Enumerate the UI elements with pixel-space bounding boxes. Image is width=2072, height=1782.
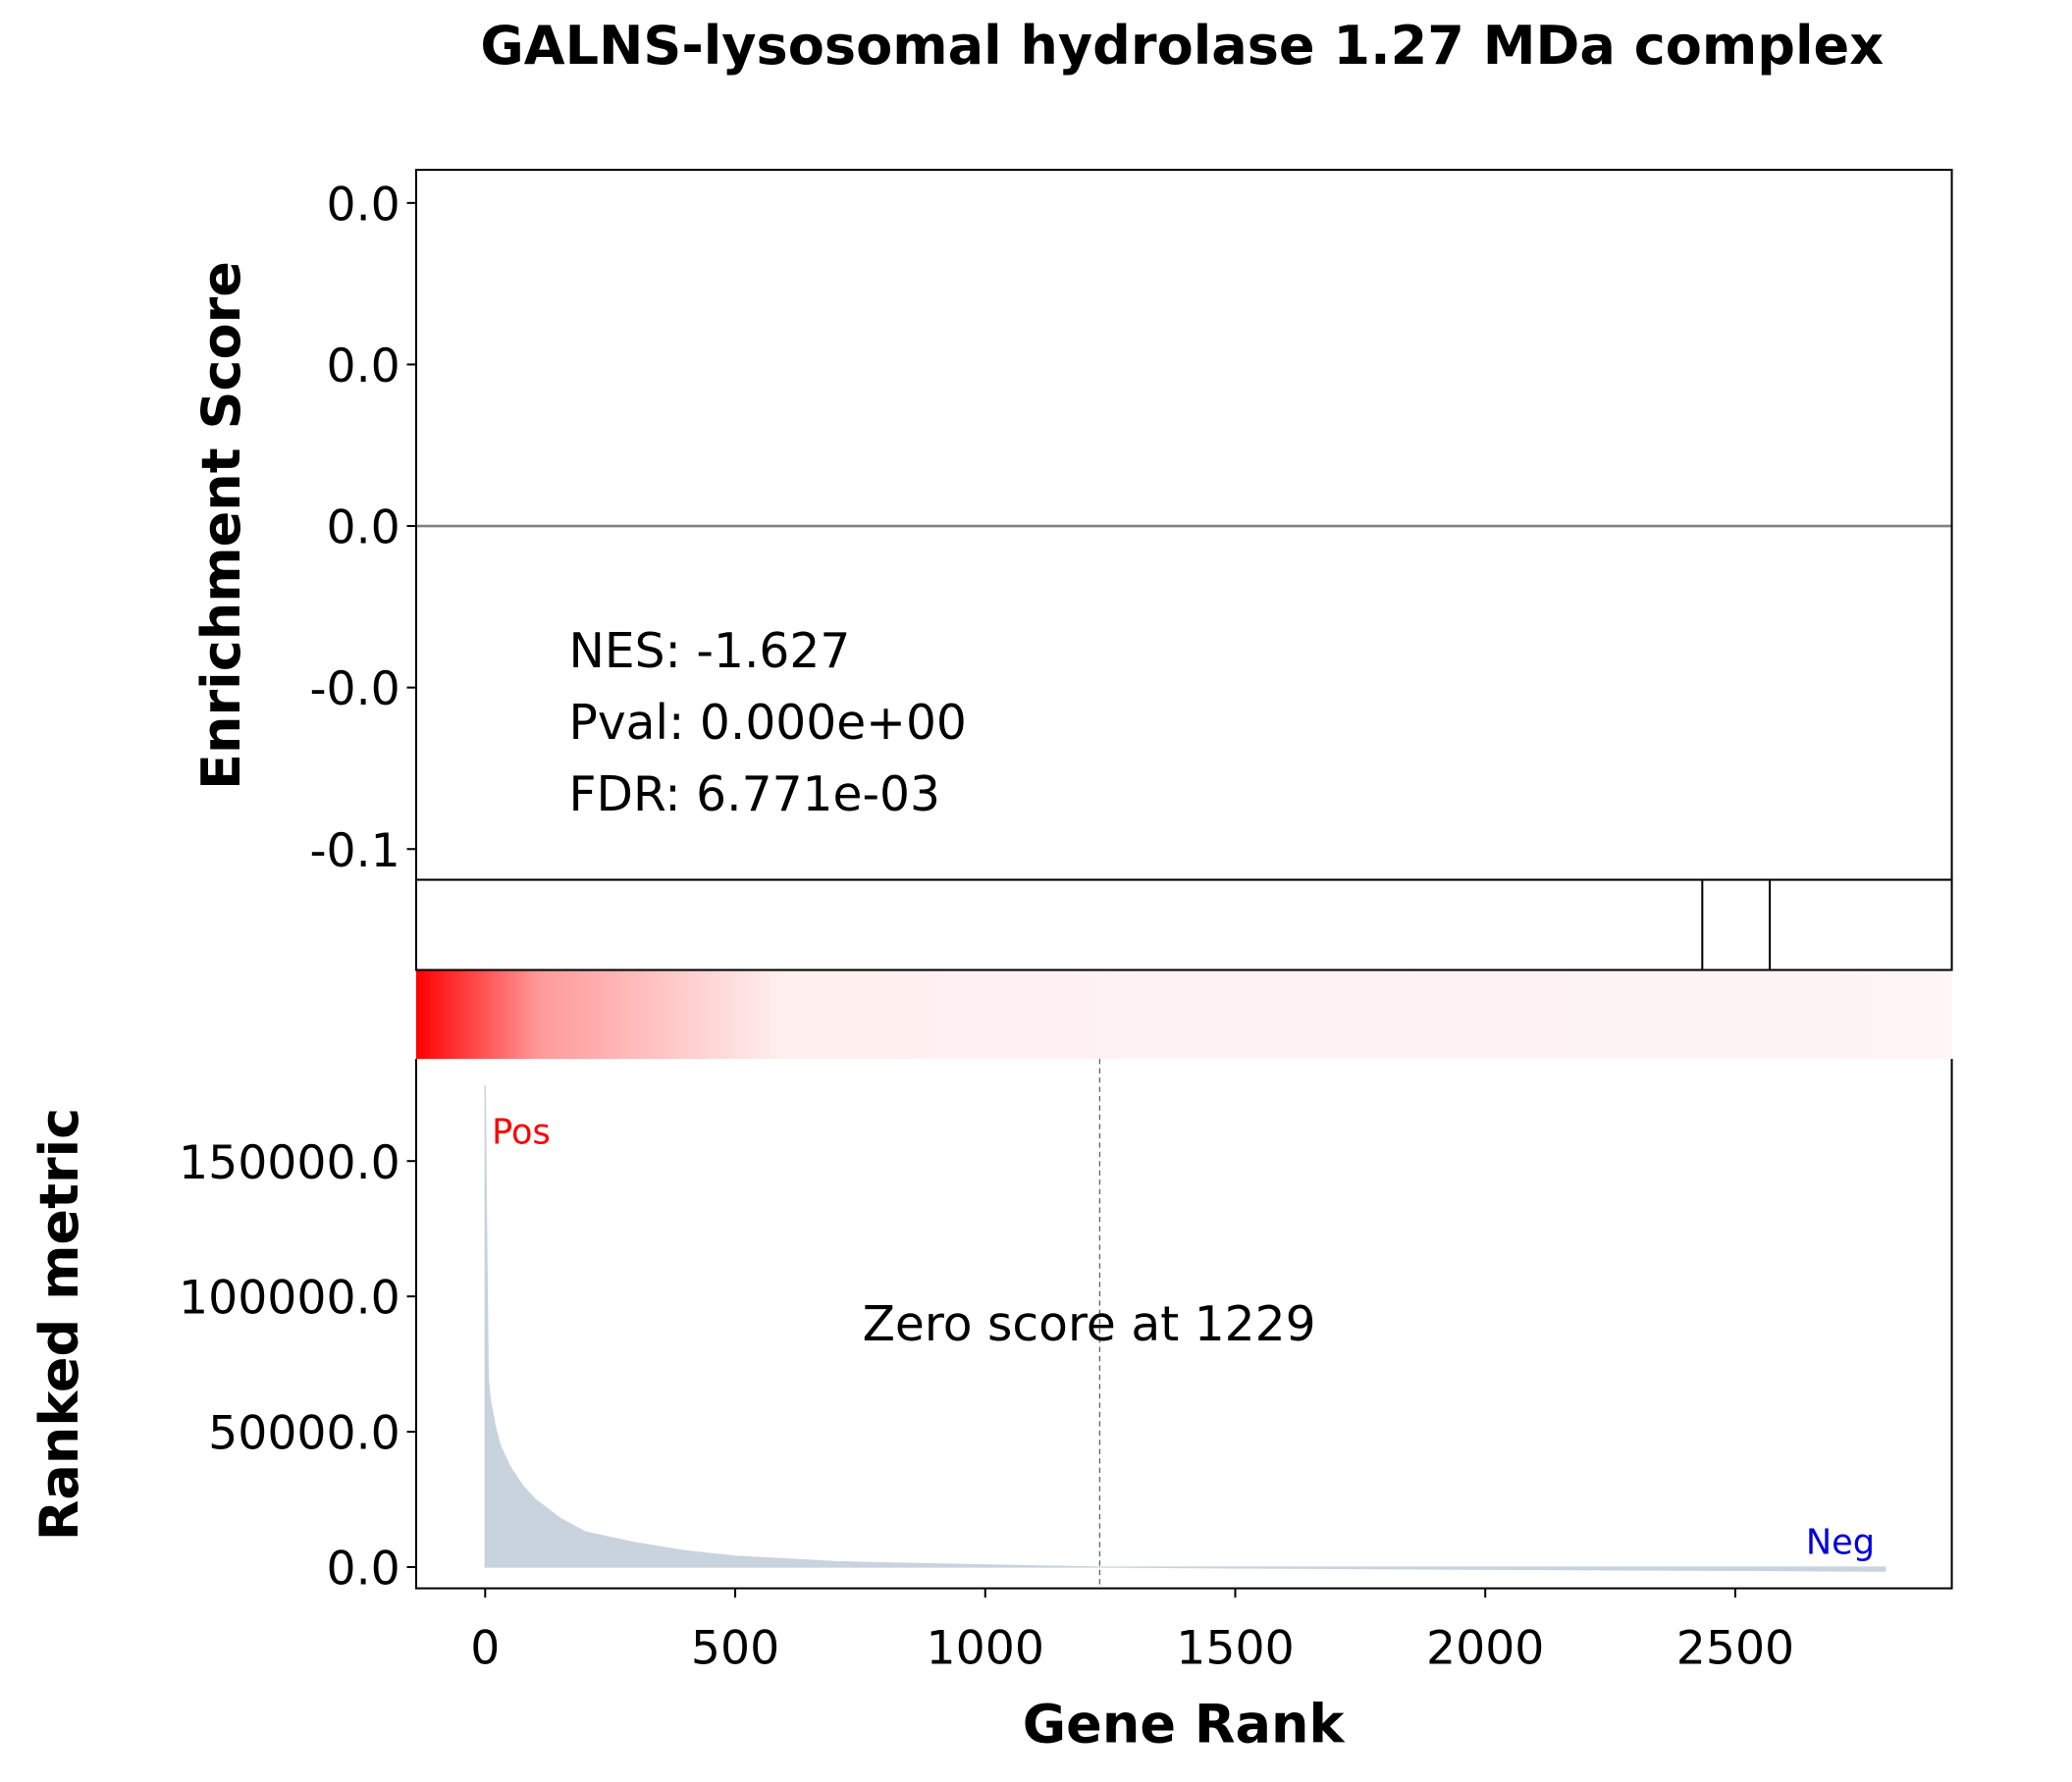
y-tick-label: 0.0 [327, 340, 400, 393]
stats-text: FDR: 6.771e-03 [569, 767, 940, 822]
es-y-label: Enrichment Score [190, 261, 252, 790]
metric-area [484, 1084, 1886, 1572]
rank-colorbar [416, 970, 1952, 1060]
y-tick-label: 50000.0 [208, 1407, 400, 1461]
y-tick-label: 0.0 [327, 501, 400, 555]
y-tick-label: -0.0 [309, 662, 399, 716]
y-tick-label: 100000.0 [179, 1272, 400, 1326]
y-tick-label: 0.0 [327, 1543, 400, 1597]
pos-label: Pos [492, 1113, 551, 1153]
x-tick-label: 1500 [1176, 1622, 1294, 1676]
stats-text: Pval: 0.000e+00 [569, 696, 967, 751]
x-tick-label: 1000 [927, 1622, 1044, 1676]
axes-frame [414, 1059, 1953, 1590]
chart-title: GALNS-lysosomal hydrolase 1.27 MDa compl… [480, 15, 1884, 77]
y-tick-label: 0.0 [327, 178, 400, 232]
y-tick-label: -0.1 [309, 824, 399, 878]
x-tick-label: 2500 [1676, 1622, 1794, 1676]
zero-label: Zero score at 1229 [863, 1297, 1316, 1352]
x-label: Gene Rank [1023, 1693, 1346, 1755]
x-tick-label: 0 [470, 1622, 500, 1676]
stats-text: NES: -1.627 [569, 624, 851, 679]
x-tick-label: 500 [691, 1622, 779, 1676]
y-tick-label: 150000.0 [179, 1136, 400, 1190]
metric-y-label: Ranked metric [28, 1108, 90, 1542]
x-tick-label: 2000 [1426, 1622, 1544, 1676]
axes-frame [414, 878, 1953, 971]
neg-label: Neg [1806, 1522, 1875, 1562]
